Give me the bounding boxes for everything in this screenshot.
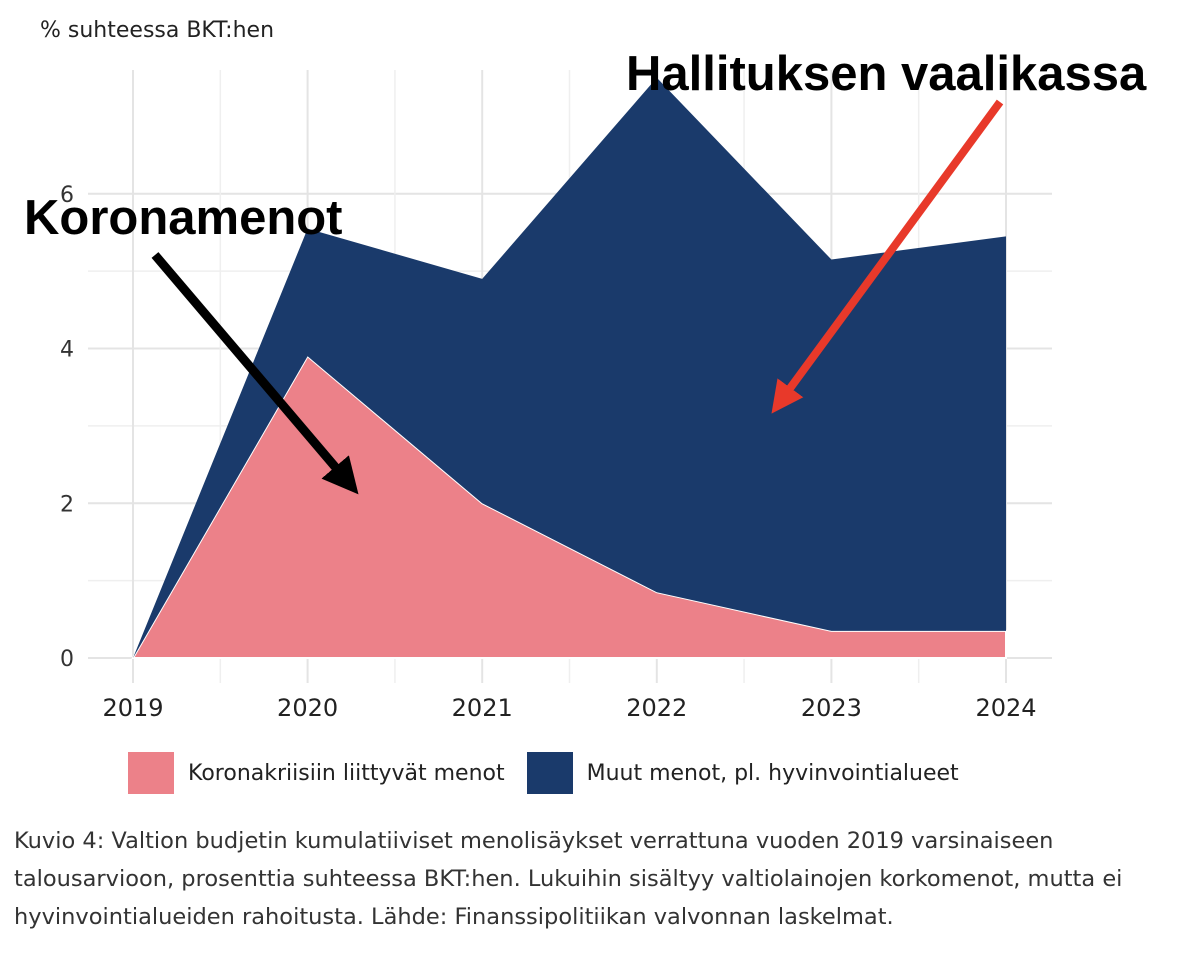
vaalikassa-annotation: Hallituksen vaalikassa bbox=[626, 47, 1147, 101]
koronamenot-annotation: Koronamenot bbox=[24, 191, 343, 245]
area-chart: 0 2 4 6 2019 2020 2021 2022 2023 2024 bbox=[60, 70, 1052, 722]
y-tick-label: 2 bbox=[60, 492, 74, 517]
area-series-2 bbox=[133, 77, 1006, 659]
y-tick-label: 4 bbox=[60, 338, 74, 363]
legend-swatch-muut bbox=[526, 752, 573, 794]
figure-caption: Kuvio 4: Valtion budjetin kumulatiiviset… bbox=[14, 828, 1123, 930]
x-tick-label: 2020 bbox=[277, 694, 338, 722]
x-tick-label: 2023 bbox=[801, 694, 862, 722]
y-axis-title: % suhteessa BKT:hen bbox=[40, 18, 275, 43]
x-tick-label: 2024 bbox=[975, 694, 1036, 722]
legend-label-korona: Koronakriisiin liittyvät menot bbox=[188, 760, 505, 786]
y-tick-label: 0 bbox=[60, 647, 74, 672]
stacked-areas bbox=[131, 77, 1007, 659]
x-tick-labels: 2019 2020 2021 2022 2023 2024 bbox=[102, 694, 1036, 722]
y-tick-label: 6 bbox=[60, 183, 74, 208]
x-tick-label: 2021 bbox=[452, 694, 513, 722]
x-tick-label: 2022 bbox=[626, 694, 687, 722]
x-tick-label: 2019 bbox=[102, 694, 163, 722]
koronamenot-arrow bbox=[151, 252, 359, 495]
legend-item-korona: Koronakriisiin liittyvät menot bbox=[128, 752, 505, 794]
legend-item-muut: Muut menot, pl. hyvinvointialueet bbox=[526, 752, 959, 794]
vaalikassa-arrow bbox=[771, 99, 1004, 414]
legend-label-muut: Muut menot, pl. hyvinvointialueet bbox=[586, 760, 959, 786]
legend-swatch-korona bbox=[128, 752, 174, 794]
legend: Koronakriisiin liittyvät menot Muut meno… bbox=[128, 752, 981, 794]
y-tick-labels: 0 2 4 6 bbox=[60, 183, 74, 672]
